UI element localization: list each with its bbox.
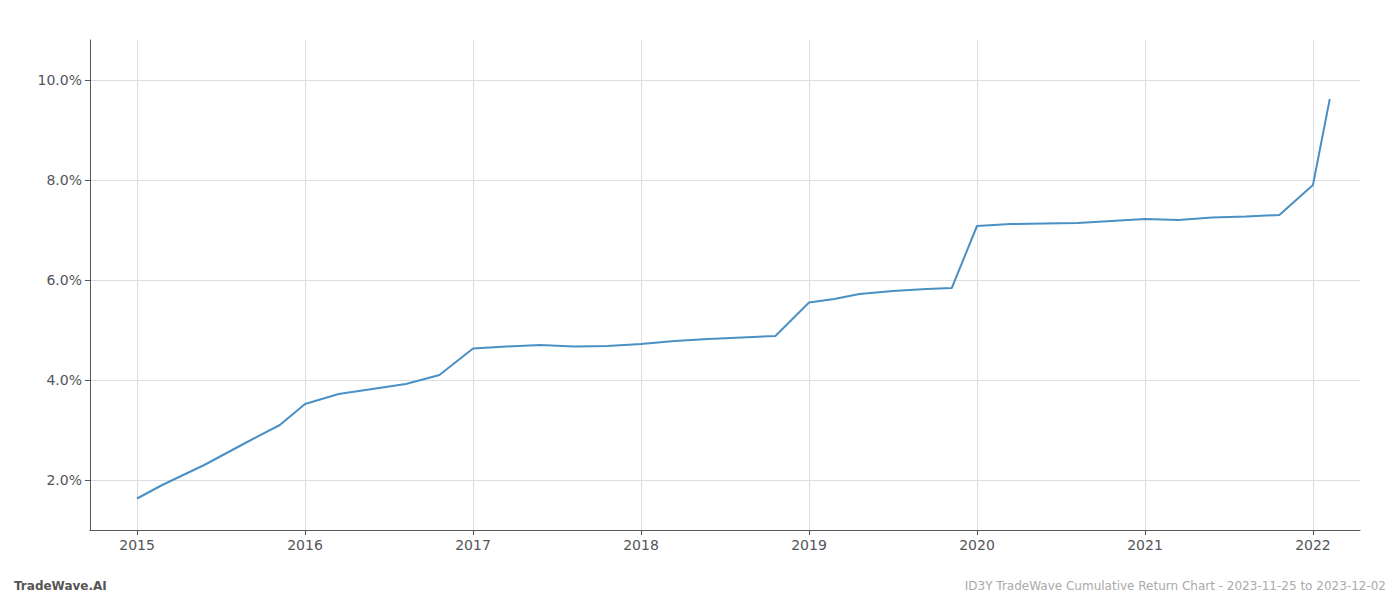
svg-text:TradeWave.AI: TradeWave.AI: [14, 579, 107, 593]
svg-text:2015: 2015: [119, 537, 155, 553]
svg-text:2018: 2018: [623, 537, 659, 553]
svg-text:ID3Y TradeWave Cumulative Retu: ID3Y TradeWave Cumulative Return Chart -…: [965, 579, 1386, 593]
svg-text:2016: 2016: [287, 537, 323, 553]
svg-text:2022: 2022: [1295, 537, 1331, 553]
svg-text:6.0%: 6.0%: [46, 272, 82, 288]
svg-text:2020: 2020: [959, 537, 995, 553]
svg-text:10.0%: 10.0%: [38, 72, 82, 88]
svg-text:2019: 2019: [791, 537, 827, 553]
svg-text:8.0%: 8.0%: [46, 172, 82, 188]
svg-text:4.0%: 4.0%: [46, 372, 82, 388]
svg-text:2021: 2021: [1127, 537, 1163, 553]
svg-text:2.0%: 2.0%: [46, 472, 82, 488]
svg-text:2017: 2017: [455, 537, 491, 553]
